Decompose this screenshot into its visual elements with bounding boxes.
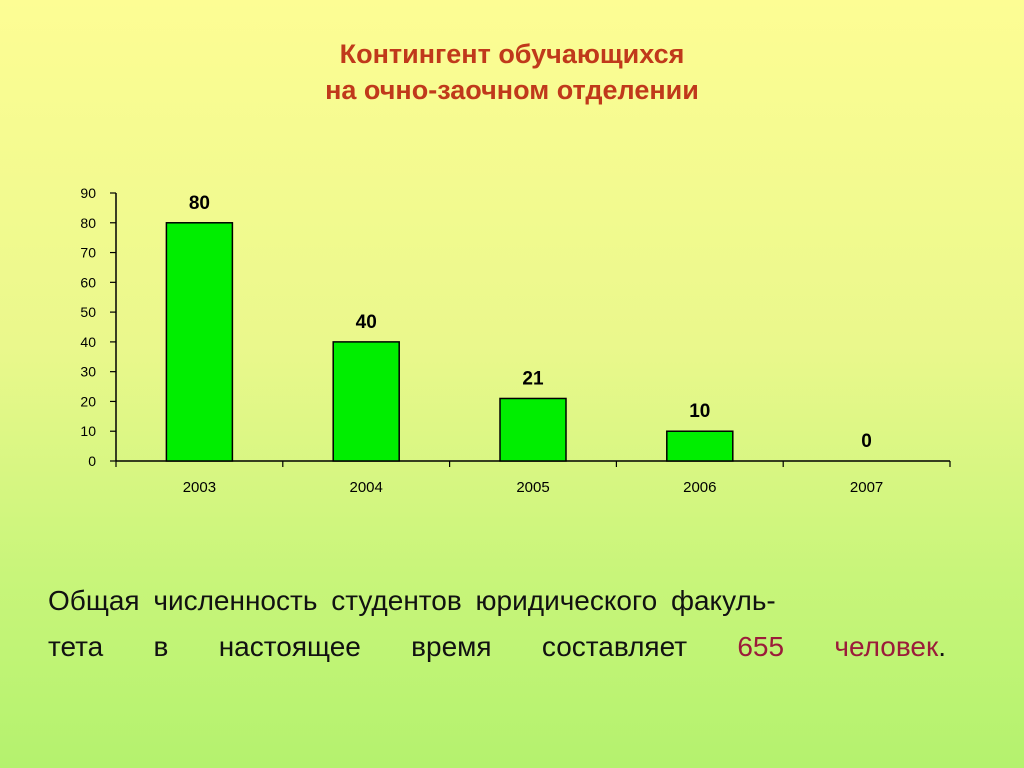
bar-value-label: 21 [522,368,544,389]
bar [499,397,567,462]
x-tick-label: 2007 [850,479,883,496]
student-unit: человек [834,631,939,662]
caption-word: время [411,631,492,662]
y-tick-label: 80 [80,215,96,231]
caption-word: в [153,631,169,662]
bar-value-label: 10 [689,401,710,422]
chart-title-line-2: на очно-заочном отделении [325,75,699,105]
y-tick-label: 90 [80,185,96,201]
bar [165,222,234,462]
y-tick-label: 60 [80,274,96,290]
x-tick-label: 2003 [183,479,216,496]
y-tick-label: 50 [80,304,96,320]
bar-chart: 0 10 20 30 40 50 60 70 80 90 80 2003 40 2004 21 2005 10 2… [80,185,951,496]
summary-caption: Общая численность студентов юридического… [48,578,946,670]
caption-word: настоящее [218,631,361,662]
y-tick-label: 20 [80,393,96,409]
bar-value-label: 0 [861,431,872,452]
y-tick-label: 30 [80,364,96,380]
y-tick-label: 70 [80,245,96,261]
y-tick-label: 10 [80,423,96,439]
y-tick-label: 40 [80,334,96,350]
x-tick-label: 2004 [350,479,383,496]
caption-period: . [938,631,946,662]
bar [666,430,734,462]
y-tick-label: 0 [88,453,96,469]
x-tick-label: 2006 [683,479,716,496]
chart-title: Контингент обучающихся на очно-заочном о… [0,36,1024,108]
caption-line-2: тета в настоящее время составляет 655 че… [48,624,946,670]
x-tick-label: 2005 [516,479,549,496]
caption-word: тета [48,631,104,662]
caption-unit-group: человек. [834,624,946,670]
caption-line-1: Общая численность студентов юридического… [48,585,776,616]
student-count: 655 [737,631,785,662]
caption-word: составляет [541,631,688,662]
bar-value-label: 40 [356,312,377,333]
bar-value-label: 80 [189,193,210,214]
bar [332,341,400,462]
chart-title-line-1: Контингент обучающихся [339,39,685,69]
